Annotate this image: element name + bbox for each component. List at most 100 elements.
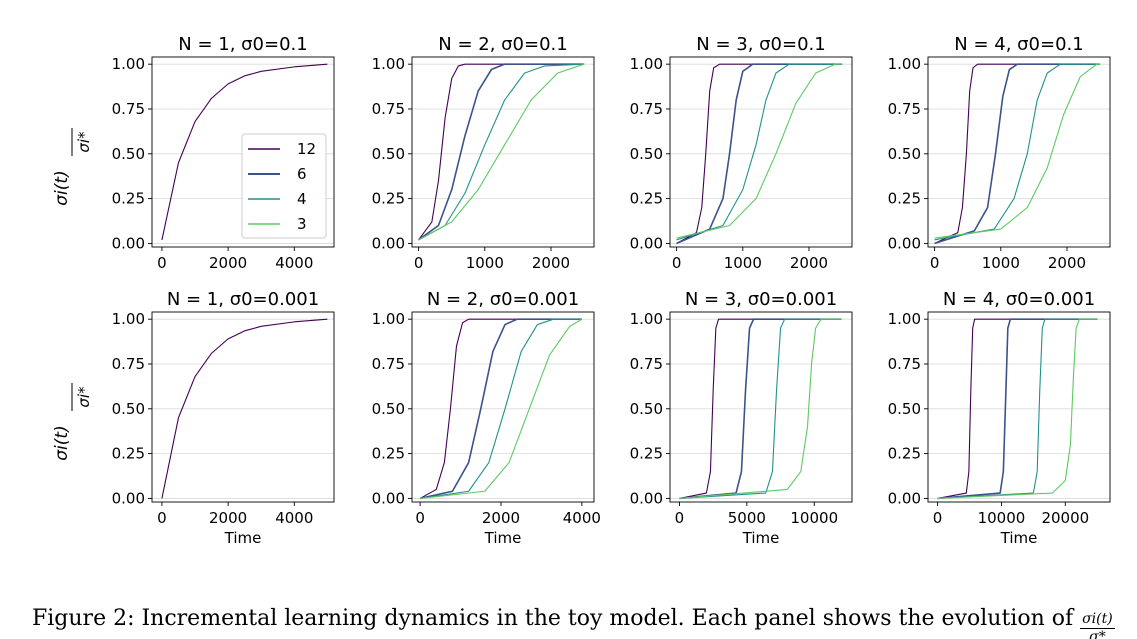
y-tick-label: 0.00 xyxy=(372,489,405,507)
y-tick-label: 0.00 xyxy=(112,234,145,252)
series-line-6 xyxy=(934,63,1101,245)
x-tick-label: 1000 xyxy=(724,254,762,272)
x-tick-label: 5000 xyxy=(728,509,766,527)
y-label-numerator: σi(t) xyxy=(52,425,72,460)
series-line-6 xyxy=(419,318,582,500)
x-axis-label: Time xyxy=(1000,529,1038,547)
y-tick-label: 1.00 xyxy=(888,310,921,328)
y-tick-label: 0.25 xyxy=(112,445,145,463)
x-tick-label: 0 xyxy=(414,254,424,272)
series-line-4 xyxy=(679,318,842,499)
y-tick-label: 1.00 xyxy=(888,55,921,73)
plot-frame xyxy=(927,311,1111,503)
x-axis-label: Time xyxy=(484,529,522,547)
x-tick-label: 2000 xyxy=(209,509,247,527)
plot-frame xyxy=(151,56,335,248)
panel-title: N = 4, σ0=0.001 xyxy=(943,289,1095,310)
y-tick-label: 0.00 xyxy=(888,489,921,507)
y-tick-label: 0.75 xyxy=(630,100,663,118)
caption-fraction-numerator: σi(t) xyxy=(1080,611,1115,629)
series-line-3 xyxy=(676,63,843,239)
y-tick-label: 0.00 xyxy=(888,234,921,252)
panel-2: 0.00 0.25 0.50 0.75 1.00 0 1000 2000 N = 2, σ0=0… xyxy=(372,34,595,272)
y-tick-label: 0.25 xyxy=(630,190,663,208)
x-tick-label: 4000 xyxy=(563,509,601,527)
panel-1: 0.00 0.25 0.50 0.75 1.00 0 2000 4000 N = 1, σ0=0… xyxy=(52,34,335,272)
x-tick-label: 0 xyxy=(415,509,425,527)
series-line-6 xyxy=(676,63,843,245)
plot-frame xyxy=(151,311,335,503)
series-line-4 xyxy=(418,63,585,241)
panel-title: N = 1, σ0=0.001 xyxy=(167,289,319,310)
series-line-4 xyxy=(420,318,582,499)
legend-label-4: 4 xyxy=(297,190,307,208)
series-line-3 xyxy=(679,318,842,499)
y-label-denominator: σi* xyxy=(75,386,93,408)
y-tick-label: 0.50 xyxy=(630,145,663,163)
panel-title: N = 4, σ0=0.1 xyxy=(954,34,1083,55)
y-tick-label: 0.50 xyxy=(630,400,663,418)
series-line-3 xyxy=(418,63,585,241)
x-tick-label: 10000 xyxy=(790,509,838,527)
y-tick-label: 0.75 xyxy=(112,355,145,373)
y-label-denominator: σi* xyxy=(75,131,93,153)
x-tick-label: 0 xyxy=(157,254,167,272)
y-axis-label: σi(t)σi* xyxy=(52,128,93,206)
x-tick-label: 0 xyxy=(672,254,682,272)
panel-8: 0.00 0.25 0.50 0.75 1.00 0 10000 20000 N = 4, σ0… xyxy=(888,289,1111,547)
y-tick-label: 1.00 xyxy=(630,310,663,328)
series-line-3 xyxy=(934,63,1101,239)
legend-label-12: 12 xyxy=(297,140,316,158)
panel-5: 0.00 0.25 0.50 0.75 1.00 0 2000 4000 N = 1, σ0=0… xyxy=(52,289,335,547)
x-tick-label: 0 xyxy=(933,509,943,527)
panel-title: N = 3, σ0=0.1 xyxy=(696,34,825,55)
y-tick-label: 0.75 xyxy=(630,355,663,373)
y-axis-label: σi(t)σi* xyxy=(52,383,93,461)
series-line-3 xyxy=(937,318,1098,499)
y-tick-label: 0.00 xyxy=(112,489,145,507)
y-label-numerator: σi(t) xyxy=(52,170,72,205)
series-line-12 xyxy=(418,63,585,241)
panel-7: 0.00 0.25 0.50 0.75 1.00 0 5000 10000 N = 3, σ0=… xyxy=(630,289,853,547)
plot-frame xyxy=(927,56,1111,248)
x-tick-label: 0 xyxy=(930,254,940,272)
y-tick-label: 0.75 xyxy=(372,355,405,373)
y-tick-label: 0.50 xyxy=(888,145,921,163)
panel-title: N = 1, σ0=0.1 xyxy=(178,34,307,55)
y-tick-label: 1.00 xyxy=(112,310,145,328)
y-tick-label: 0.25 xyxy=(372,190,405,208)
series-line-12 xyxy=(419,318,582,499)
y-tick-label: 0.25 xyxy=(372,445,405,463)
y-tick-label: 0.50 xyxy=(112,400,145,418)
y-tick-label: 1.00 xyxy=(112,55,145,73)
caption-fraction: σi(t) σ* xyxy=(1080,611,1115,639)
panel-title: N = 2, σ0=0.1 xyxy=(438,34,567,55)
legend-box xyxy=(241,133,327,239)
x-tick-label: 20000 xyxy=(1041,509,1089,527)
x-axis-label: Time xyxy=(742,529,780,547)
y-tick-label: 0.50 xyxy=(112,145,145,163)
legend: 12 6 4 3 xyxy=(241,133,327,239)
y-tick-label: 0.25 xyxy=(630,445,663,463)
x-tick-label: 2000 xyxy=(482,509,520,527)
x-tick-label: 4000 xyxy=(275,509,313,527)
x-tick-label: 4000 xyxy=(275,254,313,272)
series-line-12 xyxy=(161,318,328,499)
series-line-12 xyxy=(676,63,843,244)
series-line-6 xyxy=(937,318,1098,500)
y-tick-label: 0.75 xyxy=(112,100,145,118)
series-line-4 xyxy=(937,318,1098,499)
panel-title: N = 3, σ0=0.001 xyxy=(685,289,837,310)
legend-label-6: 6 xyxy=(297,165,307,183)
panel-3: 0.00 0.25 0.50 0.75 1.00 0 1000 2000 N = 3, σ0=0… xyxy=(630,34,853,272)
series-line-3 xyxy=(420,318,583,499)
y-tick-label: 0.25 xyxy=(888,190,921,208)
y-tick-label: 0.75 xyxy=(888,355,921,373)
panel-4: 0.00 0.25 0.50 0.75 1.00 0 1000 2000 N = 4, σ0=0… xyxy=(888,34,1111,272)
panel-title: N = 2, σ0=0.001 xyxy=(427,289,579,310)
y-tick-label: 0.00 xyxy=(372,234,405,252)
x-tick-label: 10000 xyxy=(978,509,1026,527)
x-tick-label: 2000 xyxy=(209,254,247,272)
caption-text: Figure 2: Incremental learning dynamics … xyxy=(32,606,1074,631)
